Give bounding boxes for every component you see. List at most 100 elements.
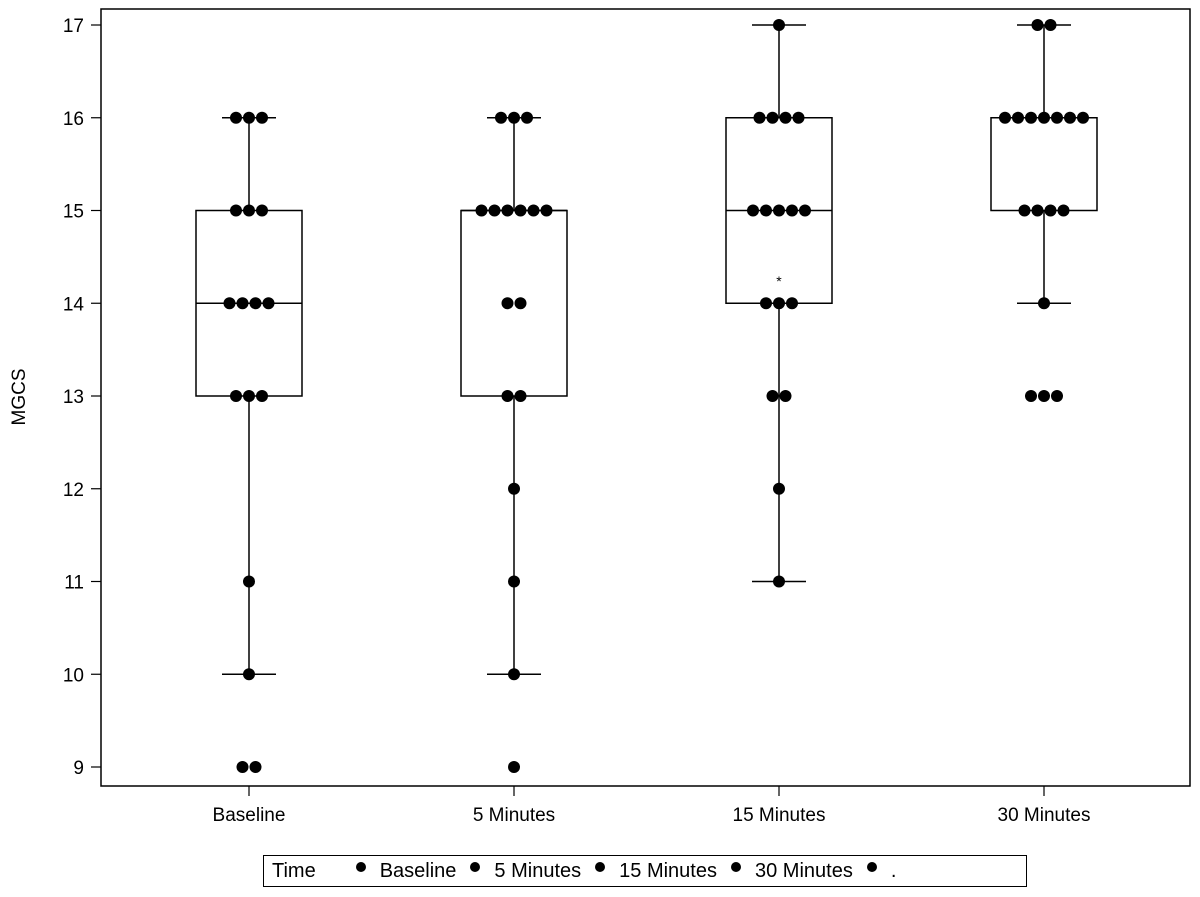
data-point xyxy=(773,19,785,31)
box-iqr xyxy=(990,117,1098,212)
x-tick-label: Baseline xyxy=(213,805,286,826)
data-point xyxy=(779,390,792,402)
y-tick-label: 12 xyxy=(63,480,84,501)
data-point xyxy=(1038,297,1050,310)
data-point xyxy=(792,111,805,124)
data-point xyxy=(1038,390,1050,402)
y-tick-label: 17 xyxy=(63,16,84,37)
data-point xyxy=(230,390,242,402)
box-group-15-minutes: * xyxy=(725,19,833,588)
data-point xyxy=(1044,204,1057,217)
data-point xyxy=(243,111,255,124)
data-point xyxy=(236,761,249,773)
data-point xyxy=(1064,111,1076,124)
mean-marker: * xyxy=(776,273,782,289)
data-point xyxy=(773,575,785,588)
data-point xyxy=(521,111,533,124)
y-tick-label: 11 xyxy=(64,573,84,594)
data-point xyxy=(999,111,1011,124)
legend-label: 5 Minutes xyxy=(494,860,582,882)
data-point xyxy=(747,204,759,217)
data-point xyxy=(501,390,514,402)
data-point xyxy=(1044,19,1057,31)
data-point xyxy=(223,297,236,310)
legend-marker-icon xyxy=(595,862,606,872)
y-tick-label: 13 xyxy=(63,387,84,408)
data-point xyxy=(508,668,520,681)
data-point xyxy=(1051,111,1063,124)
data-point xyxy=(495,111,507,124)
data-point xyxy=(766,390,779,402)
data-point xyxy=(256,204,268,217)
data-point xyxy=(766,111,779,124)
legend-entry: 15 Minutes xyxy=(595,859,717,883)
y-tick-label: 16 xyxy=(63,109,84,130)
data-point xyxy=(249,761,262,773)
data-point xyxy=(773,204,785,217)
box-series: * xyxy=(195,19,1098,773)
data-point xyxy=(508,482,520,495)
data-point xyxy=(230,204,242,217)
y-tick-label: 14 xyxy=(63,294,85,315)
x-tick-label: 30 Minutes xyxy=(998,805,1091,826)
legend-label: 30 Minutes xyxy=(754,860,853,882)
data-point xyxy=(262,297,275,310)
legend-entries: Baseline 5 Minutes 15 Minutes 30 Minutes. xyxy=(355,859,911,883)
data-point xyxy=(799,204,811,217)
plot-area xyxy=(100,8,1191,787)
data-point xyxy=(256,111,268,124)
legend-marker-icon xyxy=(866,862,877,872)
legend-marker-icon xyxy=(730,862,741,872)
data-point xyxy=(1025,390,1037,402)
data-point xyxy=(773,297,785,310)
data-point xyxy=(760,297,772,310)
data-point xyxy=(256,390,268,402)
data-point xyxy=(1038,111,1050,124)
y-tick-label: 9 xyxy=(73,758,84,779)
legend-marker-icon xyxy=(355,862,366,872)
data-point xyxy=(1012,111,1024,124)
x-axis: Baseline 5 Minutes 15 Minutes 30 Minutes xyxy=(213,786,1091,826)
data-point xyxy=(475,204,488,217)
data-point xyxy=(527,204,540,217)
plot-frame xyxy=(100,8,1191,787)
y-tick-label: 15 xyxy=(63,202,84,223)
box-group-5-minutes xyxy=(460,111,568,773)
legend-label: 15 Minutes xyxy=(619,860,717,882)
box-group-30-minutes xyxy=(990,19,1098,402)
data-point xyxy=(508,575,520,588)
data-point xyxy=(488,204,501,217)
data-point xyxy=(753,111,766,124)
legend-marker-icon xyxy=(470,862,481,872)
legend-entry: . xyxy=(866,859,897,883)
data-point xyxy=(540,204,553,217)
legend: Time Baseline 5 Minutes 15 Minutes 30 Minut… xyxy=(263,855,1027,887)
data-point xyxy=(508,761,520,773)
data-point xyxy=(243,390,255,402)
data-point xyxy=(1051,390,1063,402)
legend-label: Baseline xyxy=(379,860,457,882)
data-point xyxy=(514,297,527,310)
data-point xyxy=(508,111,520,124)
box-group-baseline xyxy=(195,111,303,773)
data-point xyxy=(243,204,255,217)
legend-label: . xyxy=(890,860,897,882)
y-axis-title: MGCS xyxy=(9,369,30,426)
data-point xyxy=(230,111,242,124)
legend-entry: Baseline xyxy=(355,859,457,883)
data-point xyxy=(501,204,514,217)
data-point xyxy=(786,297,798,310)
data-point xyxy=(760,204,772,217)
data-point xyxy=(243,668,255,681)
data-point xyxy=(501,297,514,310)
data-point xyxy=(236,297,249,310)
data-point xyxy=(243,575,255,588)
y-axis: 9 10 11 12 13 14 15 16 17 xyxy=(63,16,101,779)
data-point xyxy=(1031,19,1044,31)
legend-entry: 30 Minutes xyxy=(730,859,853,883)
data-point xyxy=(1057,204,1070,217)
data-point xyxy=(249,297,262,310)
x-tick-label: 15 Minutes xyxy=(733,805,826,826)
data-point xyxy=(514,390,527,402)
